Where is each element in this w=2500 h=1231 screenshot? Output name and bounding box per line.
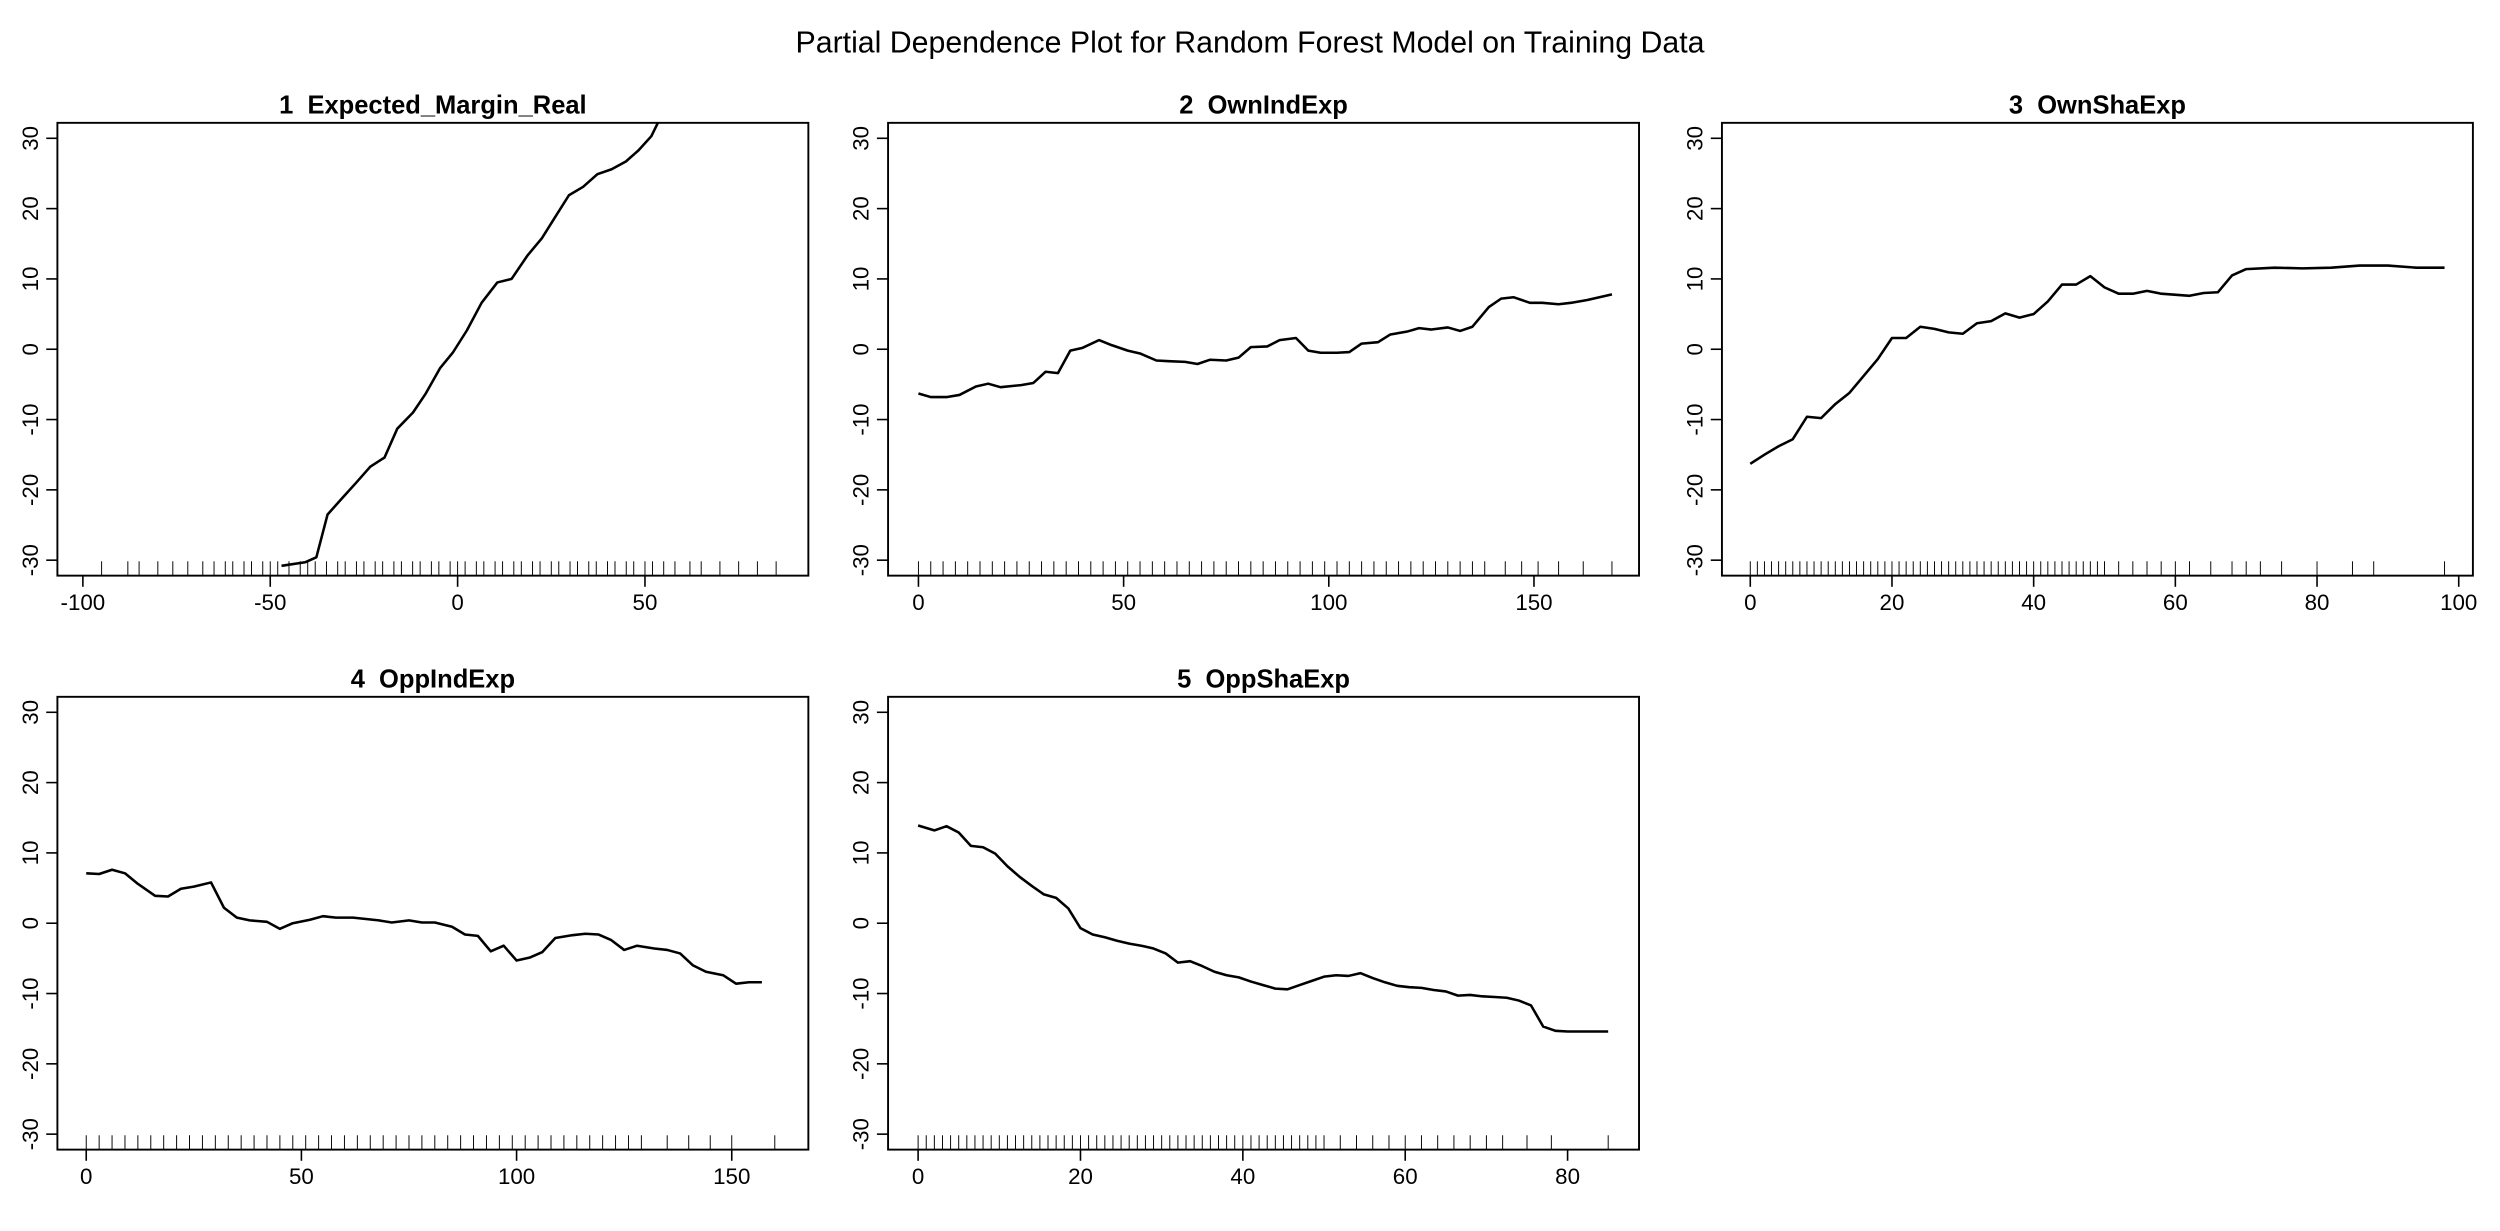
x-tick-label: 100 [1310, 590, 1347, 615]
plot-frame [1720, 121, 2474, 577]
y-tick-label: 0 [848, 343, 873, 355]
x-tick-label: 150 [1515, 590, 1552, 615]
x-tick-label: 20 [1880, 590, 1905, 615]
chart-title: Partial Dependence Plot for Random Fores… [796, 27, 1705, 60]
panel-title: 1 Expected_Margin_Real [279, 92, 587, 120]
x-tick-label: 0 [912, 1164, 924, 1189]
y-tick-label: 30 [848, 700, 873, 725]
y-tick-label: 10 [18, 840, 43, 865]
y-tick-label: 0 [848, 917, 873, 929]
x-tick-label: 20 [1068, 1164, 1093, 1189]
x-tick-label: 0 [912, 590, 924, 615]
y-tick-label: 30 [18, 126, 43, 151]
y-tick-label: -10 [1682, 403, 1707, 435]
y-tick-label: 10 [848, 267, 873, 292]
x-tick-label: 50 [1111, 590, 1136, 615]
data-line [918, 293, 1613, 399]
x-tick-label: -50 [254, 590, 286, 615]
x-tick-label: 0 [1744, 590, 1756, 615]
y-tick-label: -30 [18, 544, 43, 576]
y-tick-label: -10 [18, 977, 43, 1009]
panel-title: 2 OwnIndExp [1179, 92, 1348, 120]
y-tick-label: -10 [848, 403, 873, 435]
plot-frame [56, 695, 810, 1151]
plot-frame [887, 695, 1640, 1151]
x-tick-label: 40 [1230, 1164, 1255, 1189]
panel-title: 5 OppShaExp [1177, 666, 1350, 694]
panel-title: 4 OppIndExp [351, 666, 515, 694]
y-tick-label: 30 [1682, 126, 1707, 151]
data-line [86, 868, 762, 985]
y-tick-label: 0 [18, 343, 43, 355]
x-tick-label: 60 [1393, 1164, 1418, 1189]
x-tick-label: 0 [451, 590, 463, 615]
plot-frame [56, 121, 810, 577]
y-tick-label: -20 [18, 474, 43, 506]
y-tick-label: 30 [848, 126, 873, 151]
y-tick-label: -30 [848, 544, 873, 576]
data-line [917, 824, 1609, 1033]
y-tick-label: -10 [848, 977, 873, 1009]
x-tick-label: 150 [713, 1164, 750, 1189]
y-tick-label: 20 [18, 196, 43, 221]
x-tick-label: 0 [80, 1164, 92, 1189]
x-tick-label: 80 [1555, 1164, 1580, 1189]
x-tick-label: 50 [633, 590, 658, 615]
y-tick-label: 10 [848, 840, 873, 865]
y-tick-label: -30 [18, 1118, 43, 1150]
y-tick-label: -30 [848, 1118, 873, 1150]
y-tick-label: -10 [18, 403, 43, 435]
y-tick-label: 20 [848, 770, 873, 795]
y-tick-label: -20 [848, 474, 873, 506]
x-tick-label: 50 [289, 1164, 314, 1189]
y-tick-label: -20 [848, 1048, 873, 1080]
x-tick-label: 100 [2440, 590, 2477, 615]
y-tick-label: 10 [18, 267, 43, 292]
y-tick-label: -30 [1682, 544, 1707, 576]
y-tick-label: 0 [18, 917, 43, 929]
y-tick-label: 0 [1682, 343, 1707, 355]
x-tick-label: 100 [498, 1164, 535, 1189]
y-tick-label: 20 [18, 770, 43, 795]
y-tick-label: 20 [1682, 196, 1707, 221]
data-line [281, 122, 660, 568]
y-tick-label: 20 [848, 196, 873, 221]
y-tick-label: 30 [18, 700, 43, 725]
data-line [1749, 264, 2445, 465]
x-tick-label: 40 [2021, 590, 2046, 615]
x-tick-label: 60 [2163, 590, 2188, 615]
y-tick-label: -20 [1682, 474, 1707, 506]
x-tick-label: 80 [2305, 590, 2330, 615]
y-tick-label: -20 [18, 1048, 43, 1080]
y-tick-label: 10 [1682, 267, 1707, 292]
panel-title: 3 OwnShaExp [2009, 92, 2186, 120]
plot-frame [887, 121, 1640, 577]
x-tick-label: -100 [61, 590, 106, 615]
